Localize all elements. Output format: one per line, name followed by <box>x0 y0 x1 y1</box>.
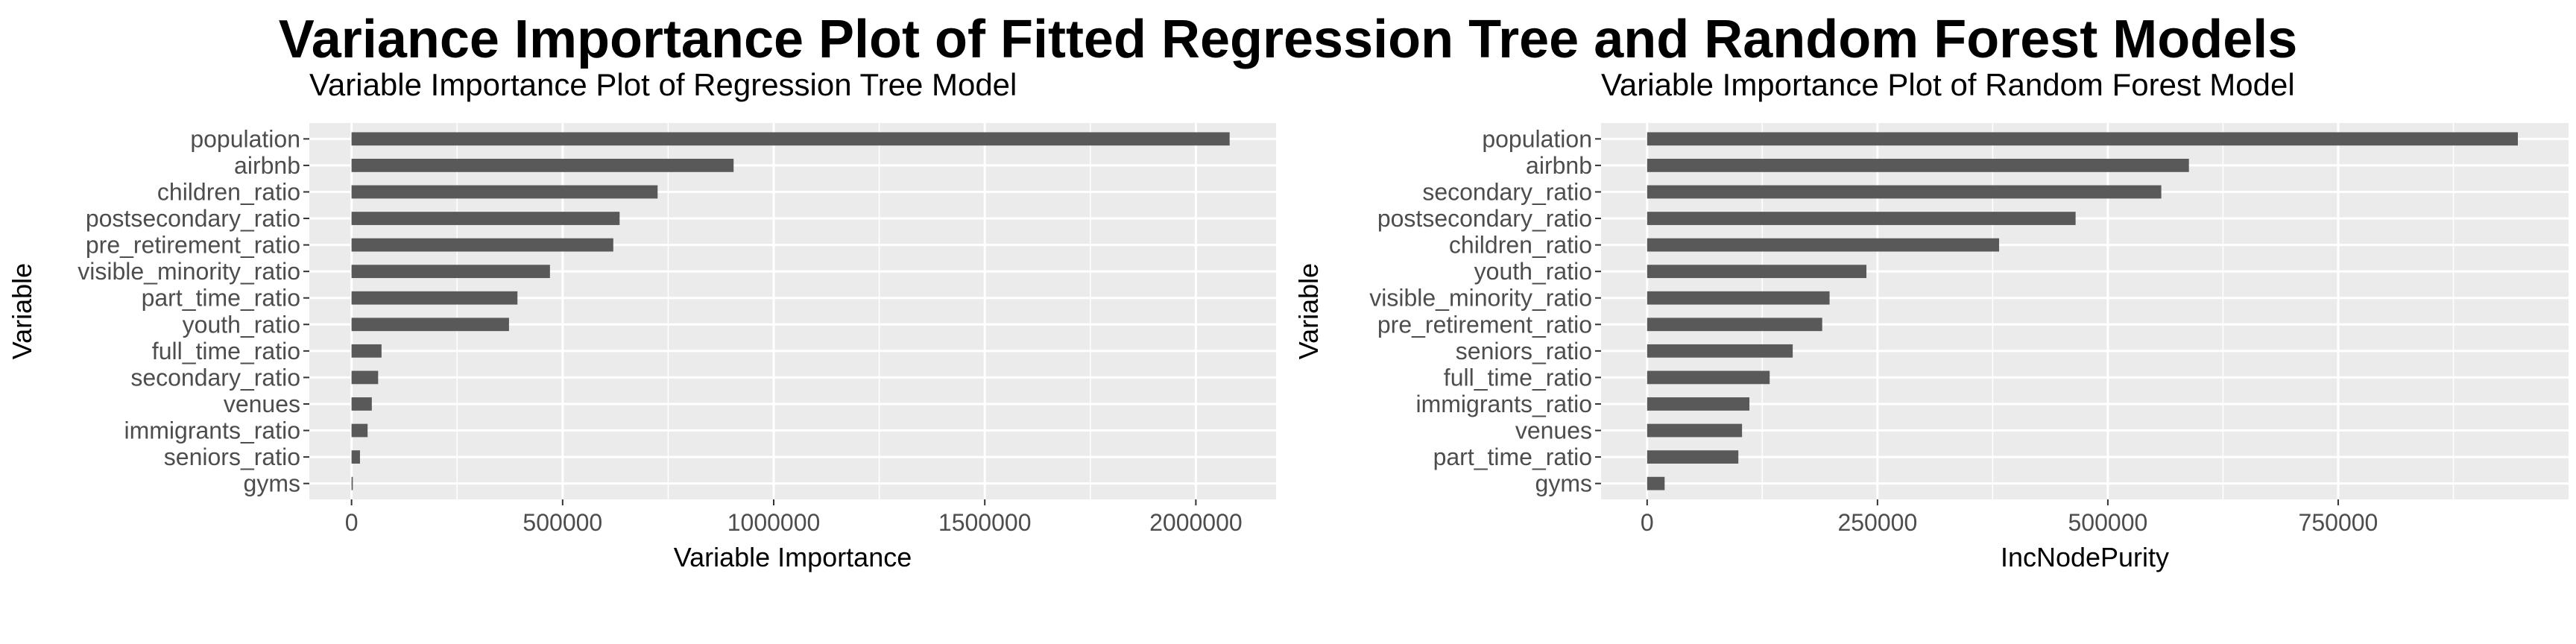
tree-bar-youth_ratio <box>351 318 509 332</box>
regression-tree-chart: populationairbnbchildren_ratiopostsecond… <box>7 67 1276 572</box>
forest-plot-background <box>1601 123 2569 499</box>
tree-bar-gyms <box>351 476 353 490</box>
forest-bar-pre_retirement_ratio <box>1647 318 1822 332</box>
forest-bar-gyms <box>1647 476 1665 490</box>
tree-x-tick-label: 0 <box>345 509 359 536</box>
tree-bar-venues <box>351 397 372 411</box>
forest-y-tick-label: visible_minority_ratio <box>1369 285 1592 312</box>
forest-y-tick-label: gyms <box>1535 470 1592 497</box>
tree-plot-background <box>309 123 1276 499</box>
forest-bar-immigrants_ratio <box>1647 397 1750 411</box>
tree-x-tick-label: 1500000 <box>938 509 1032 536</box>
forest-y-tick-label: youth_ratio <box>1474 258 1592 285</box>
tree-y-tick-label: venues <box>224 391 300 417</box>
tree-y-axis-label: Variable <box>7 263 37 359</box>
tree-y-tick-label: part_time_ratio <box>142 285 300 312</box>
tree-y-tick-label: population <box>190 125 300 152</box>
tree-chart-title: Variable Importance Plot of Regression T… <box>309 67 1017 102</box>
tree-bar-full_time_ratio <box>351 344 382 358</box>
tree-bar-airbnb <box>351 159 734 172</box>
forest-bar-children_ratio <box>1647 238 2000 252</box>
forest-x-tick-label: 500000 <box>2068 509 2148 536</box>
tree-bar-immigrants_ratio <box>351 423 368 438</box>
forest-y-tick-label: secondary_ratio <box>1422 178 1592 205</box>
tree-y-tick-label: postsecondary_ratio <box>86 205 300 232</box>
forest-bar-part_time_ratio <box>1647 450 1739 464</box>
random-forest-chart: populationairbnbsecondary_ratiopostsecon… <box>1293 67 2569 572</box>
tree-x-axis-label: Variable Importance <box>674 542 912 572</box>
tree-bar-pre_retirement_ratio <box>351 238 613 252</box>
forest-bar-seniors_ratio <box>1647 344 1793 358</box>
forest-y-tick-label: children_ratio <box>1449 232 1592 259</box>
tree-bar-part_time_ratio <box>351 291 518 305</box>
tree-y-tick-label: seniors_ratio <box>164 443 300 470</box>
tree-x-tick-label: 2000000 <box>1149 509 1243 536</box>
forest-y-tick-label: immigrants_ratio <box>1415 391 1592 417</box>
tree-bar-children_ratio <box>351 185 658 199</box>
tree-y-tick-label: full_time_ratio <box>152 338 300 364</box>
forest-bar-secondary_ratio <box>1647 185 2162 199</box>
forest-y-tick-label: airbnb <box>1526 152 1592 179</box>
tree-y-tick-label: youth_ratio <box>183 311 300 338</box>
forest-y-tick-label: part_time_ratio <box>1433 443 1592 470</box>
main-title: Variance Importance Plot of Fitted Regre… <box>278 10 2298 69</box>
tree-y-tick-label: immigrants_ratio <box>124 417 300 444</box>
forest-x-tick-label: 250000 <box>1837 509 1917 536</box>
forest-chart-title: Variable Importance Plot of Random Fores… <box>1601 67 2295 102</box>
forest-bar-airbnb <box>1647 159 2189 172</box>
forest-bar-postsecondary_ratio <box>1647 212 2076 225</box>
tree-bar-postsecondary_ratio <box>351 212 620 225</box>
tree-bar-seniors_ratio <box>351 450 360 464</box>
tree-bar-visible_minority_ratio <box>351 265 550 279</box>
tree-x-tick-label: 500000 <box>523 509 602 536</box>
tree-y-tick-label: airbnb <box>234 152 300 179</box>
tree-y-tick-label: visible_minority_ratio <box>78 258 300 285</box>
forest-x-axis-label: IncNodePurity <box>2001 542 2169 572</box>
tree-x-tick-label: 1000000 <box>727 509 821 536</box>
forest-y-axis-label: Variable <box>1293 263 1324 359</box>
tree-bar-population <box>351 132 1230 146</box>
tree-y-tick-label: gyms <box>244 470 300 497</box>
forest-y-tick-label: population <box>1482 125 1592 152</box>
tree-bar-secondary_ratio <box>351 370 379 385</box>
tree-y-tick-label: children_ratio <box>157 178 300 205</box>
forest-bar-full_time_ratio <box>1647 370 1770 385</box>
forest-y-tick-label: venues <box>1515 417 1592 444</box>
forest-bar-venues <box>1647 423 1743 438</box>
forest-bar-population <box>1647 132 2519 146</box>
tree-y-tick-label: pre_retirement_ratio <box>86 232 300 259</box>
forest-y-tick-label: pre_retirement_ratio <box>1377 311 1592 338</box>
tree-y-tick-label: secondary_ratio <box>130 364 300 391</box>
forest-x-tick-label: 0 <box>1641 509 1654 536</box>
forest-y-tick-label: postsecondary_ratio <box>1377 205 1592 232</box>
forest-y-tick-label: full_time_ratio <box>1444 364 1592 391</box>
forest-x-tick-label: 750000 <box>2299 509 2378 536</box>
forest-bar-visible_minority_ratio <box>1647 291 1830 305</box>
forest-bar-youth_ratio <box>1647 265 1867 279</box>
forest-y-tick-label: seniors_ratio <box>1456 338 1592 364</box>
